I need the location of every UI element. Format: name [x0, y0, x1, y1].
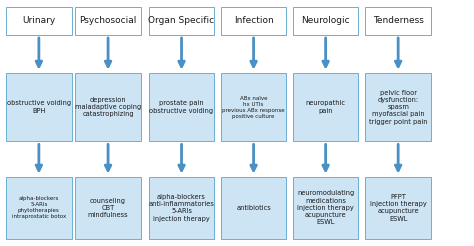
FancyBboxPatch shape: [221, 7, 286, 35]
Text: PFPT
injection therapy
acupuncture
ESWL: PFPT injection therapy acupuncture ESWL: [370, 194, 427, 222]
Text: Tenderness: Tenderness: [373, 16, 424, 25]
Text: obstructive voiding
BPH: obstructive voiding BPH: [7, 100, 71, 114]
Text: Psychosocial: Psychosocial: [79, 16, 137, 25]
Text: alpha-blockers
anti-inflammatories
5-ARIs
injection therapy: alpha-blockers anti-inflammatories 5-ARI…: [149, 194, 214, 222]
Text: Urinary: Urinary: [22, 16, 55, 25]
FancyBboxPatch shape: [149, 177, 214, 239]
Text: alpha-blockers
5-ARIs
phytotherapies
intraprostatic botox: alpha-blockers 5-ARIs phytotherapies int…: [12, 196, 66, 219]
FancyBboxPatch shape: [6, 73, 72, 141]
FancyBboxPatch shape: [365, 7, 431, 35]
FancyBboxPatch shape: [75, 73, 141, 141]
FancyBboxPatch shape: [149, 7, 214, 35]
Text: ABx naïve
hx UTIs
previous ABx response
positive culture: ABx naïve hx UTIs previous ABx response …: [222, 95, 285, 119]
Text: counseling
CBT
mindfulness: counseling CBT mindfulness: [88, 198, 128, 218]
Text: antibiotics: antibiotics: [236, 205, 271, 211]
FancyBboxPatch shape: [6, 177, 72, 239]
Text: neuropathic
pain: neuropathic pain: [306, 100, 346, 114]
Text: Infection: Infection: [234, 16, 273, 25]
FancyBboxPatch shape: [221, 177, 286, 239]
FancyBboxPatch shape: [149, 73, 214, 141]
FancyBboxPatch shape: [6, 7, 72, 35]
FancyBboxPatch shape: [75, 177, 141, 239]
Text: neuromodulating
medications
injection therapy
acupuncture
ESWL: neuromodulating medications injection th…: [297, 190, 354, 225]
FancyBboxPatch shape: [221, 73, 286, 141]
FancyBboxPatch shape: [365, 177, 431, 239]
FancyBboxPatch shape: [293, 7, 358, 35]
FancyBboxPatch shape: [75, 7, 141, 35]
FancyBboxPatch shape: [293, 73, 358, 141]
FancyBboxPatch shape: [293, 177, 358, 239]
Text: depression
maladaptive coping
catastrophizing: depression maladaptive coping catastroph…: [75, 97, 141, 117]
Text: Organ Specific: Organ Specific: [148, 16, 215, 25]
Text: Neurologic: Neurologic: [301, 16, 350, 25]
Text: prostate pain
obstructive voiding: prostate pain obstructive voiding: [149, 100, 214, 114]
FancyBboxPatch shape: [365, 73, 431, 141]
Text: pelvic floor
dysfunction:
spasm
myofascial pain
trigger point pain: pelvic floor dysfunction: spasm myofasci…: [369, 90, 428, 124]
